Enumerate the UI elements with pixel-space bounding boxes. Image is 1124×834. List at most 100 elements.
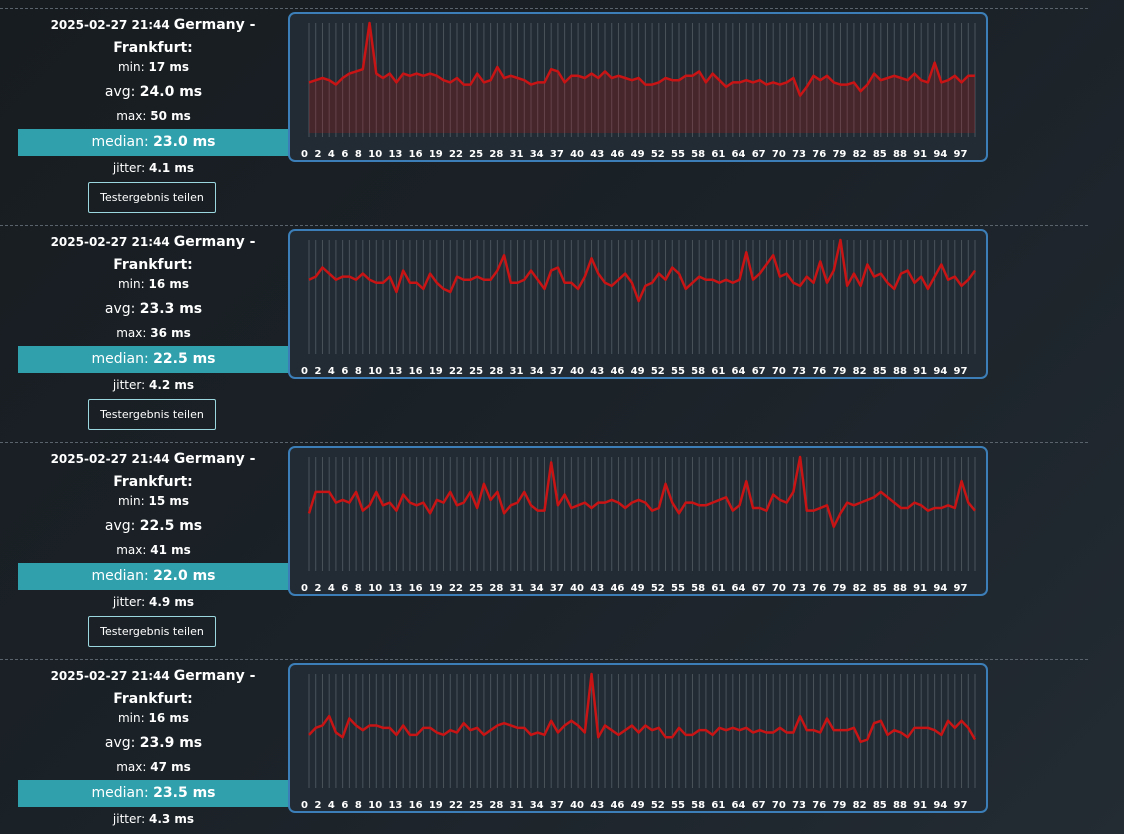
x-tick-label: 67 bbox=[752, 149, 766, 160]
x-tick-label: 34 bbox=[530, 583, 544, 594]
max-stat-value: 36 ms bbox=[150, 326, 191, 340]
x-tick-label: 2 bbox=[314, 800, 321, 811]
x-tick-label: 61 bbox=[711, 149, 725, 160]
x-tick-label: 55 bbox=[671, 800, 685, 811]
x-tick-label: 52 bbox=[651, 149, 665, 160]
x-tick-label: 34 bbox=[530, 366, 544, 377]
x-tick-label: 85 bbox=[873, 366, 887, 377]
min-stat-label: min: bbox=[117, 60, 145, 74]
x-tick-label: 6 bbox=[341, 583, 348, 594]
max-stat-label: max: bbox=[116, 326, 147, 340]
x-tick-label: 76 bbox=[812, 800, 826, 811]
x-tick-label: 13 bbox=[388, 366, 402, 377]
x-tick-label: 19 bbox=[429, 800, 443, 811]
x-tick-label: 31 bbox=[510, 583, 524, 594]
min-stat: min: 16 ms bbox=[18, 711, 289, 725]
x-tick-label: 67 bbox=[752, 366, 766, 377]
avg-stat-value: 23.9 ms bbox=[139, 735, 203, 751]
max-stat-label: max: bbox=[116, 109, 147, 123]
x-tick-label: 82 bbox=[853, 800, 867, 811]
share-button[interactable]: Testergebnis teilen bbox=[88, 182, 216, 213]
x-tick-label: 40 bbox=[570, 800, 584, 811]
x-tick-label: 70 bbox=[772, 583, 786, 594]
x-tick-label: 25 bbox=[469, 583, 483, 594]
x-tick-label: 34 bbox=[530, 800, 544, 811]
x-tick-label: 58 bbox=[691, 366, 705, 377]
x-tick-label: 4 bbox=[328, 149, 335, 160]
median-value: 23.5 ms bbox=[153, 785, 216, 801]
x-tick-label: 85 bbox=[873, 583, 887, 594]
share-button[interactable]: Testergebnis teilen bbox=[88, 616, 216, 647]
x-tick-label: 49 bbox=[631, 800, 645, 811]
min-stat-label: min: bbox=[117, 711, 145, 725]
timestamp: 2025-02-27 21:44 bbox=[50, 18, 170, 32]
x-tick-label: 46 bbox=[610, 800, 624, 811]
share-button[interactable]: Testergebnis teilen bbox=[88, 399, 216, 430]
median-value: 23.0 ms bbox=[153, 134, 216, 150]
ping-line bbox=[308, 21, 975, 97]
x-tick-label: 55 bbox=[671, 366, 685, 377]
jitter-stat: jitter: 4.9 ms bbox=[18, 595, 289, 609]
median-label: median: bbox=[91, 351, 149, 367]
x-tick-label: 43 bbox=[590, 800, 604, 811]
x-tick-label: 85 bbox=[873, 800, 887, 811]
x-tick-label: 67 bbox=[752, 800, 766, 811]
x-tick-label: 37 bbox=[550, 800, 564, 811]
x-tick-label: 70 bbox=[772, 366, 786, 377]
x-tick-label: 37 bbox=[550, 149, 564, 160]
x-tick-label: 10 bbox=[368, 366, 382, 377]
x-tick-label: 0 bbox=[301, 800, 308, 811]
x-tick-label: 19 bbox=[429, 366, 443, 377]
x-tick-label: 19 bbox=[429, 149, 443, 160]
x-tick-label: 79 bbox=[832, 800, 846, 811]
min-stat: min: 16 ms bbox=[18, 277, 289, 291]
x-tick-label: 2 bbox=[314, 583, 321, 594]
avg-stat: avg: 22.5 ms bbox=[18, 518, 289, 534]
x-tick-label: 79 bbox=[832, 366, 846, 377]
result-heading: 2025-02-27 21:44 Germany - Frankfurt: bbox=[40, 13, 266, 59]
avg-stat-value: 22.5 ms bbox=[139, 518, 203, 534]
x-tick-label: 31 bbox=[510, 366, 524, 377]
separator bbox=[0, 8, 1088, 9]
x-tick-label: 91 bbox=[913, 366, 927, 377]
x-tick-label: 70 bbox=[772, 149, 786, 160]
min-stat: min: 17 ms bbox=[18, 60, 289, 74]
x-tick-label: 2 bbox=[314, 366, 321, 377]
max-stat-value: 50 ms bbox=[150, 109, 191, 123]
min-stat: min: 15 ms bbox=[18, 494, 289, 508]
separator bbox=[0, 659, 1088, 660]
x-tick-label: 19 bbox=[429, 583, 443, 594]
avg-stat-label: avg: bbox=[104, 84, 136, 100]
x-tick-label: 94 bbox=[933, 149, 947, 160]
x-tick-label: 10 bbox=[368, 149, 382, 160]
min-stat-label: min: bbox=[117, 277, 145, 291]
jitter-stat: jitter: 4.3 ms bbox=[18, 812, 289, 826]
location: Germany - Frankfurt: bbox=[113, 234, 256, 273]
x-tick-label: 0 bbox=[301, 366, 308, 377]
min-stat-value: 16 ms bbox=[148, 711, 190, 725]
x-tick-label: 58 bbox=[691, 583, 705, 594]
x-tick-label: 67 bbox=[752, 583, 766, 594]
x-tick-label: 64 bbox=[732, 583, 746, 594]
x-tick-label: 8 bbox=[355, 800, 362, 811]
x-tick-label: 25 bbox=[469, 366, 483, 377]
ping-chart: 0 2 4 6 8 10 13 16 19 22 25 28 31 34 37 40 43 46 49 52 55 58 6… bbox=[288, 663, 988, 813]
avg-stat: avg: 24.0 ms bbox=[18, 84, 289, 100]
x-tick-label: 61 bbox=[711, 583, 725, 594]
x-tick-label: 16 bbox=[409, 149, 423, 160]
x-tick-label: 76 bbox=[812, 583, 826, 594]
x-tick-label: 46 bbox=[610, 149, 624, 160]
x-tick-label: 85 bbox=[873, 149, 887, 160]
jitter-stat-value: 4.9 ms bbox=[148, 595, 195, 609]
x-tick-label: 22 bbox=[449, 800, 463, 811]
x-tick-label: 0 bbox=[301, 583, 308, 594]
x-tick-label: 49 bbox=[631, 366, 645, 377]
max-stat: max: 47 ms bbox=[18, 760, 289, 774]
avg-stat-label: avg: bbox=[104, 301, 136, 317]
x-tick-label: 88 bbox=[893, 583, 907, 594]
x-tick-label: 52 bbox=[651, 800, 665, 811]
x-tick-label: 6 bbox=[341, 366, 348, 377]
x-tick-label: 82 bbox=[853, 149, 867, 160]
chart-frame bbox=[288, 446, 988, 596]
max-stat-value: 41 ms bbox=[150, 543, 191, 557]
